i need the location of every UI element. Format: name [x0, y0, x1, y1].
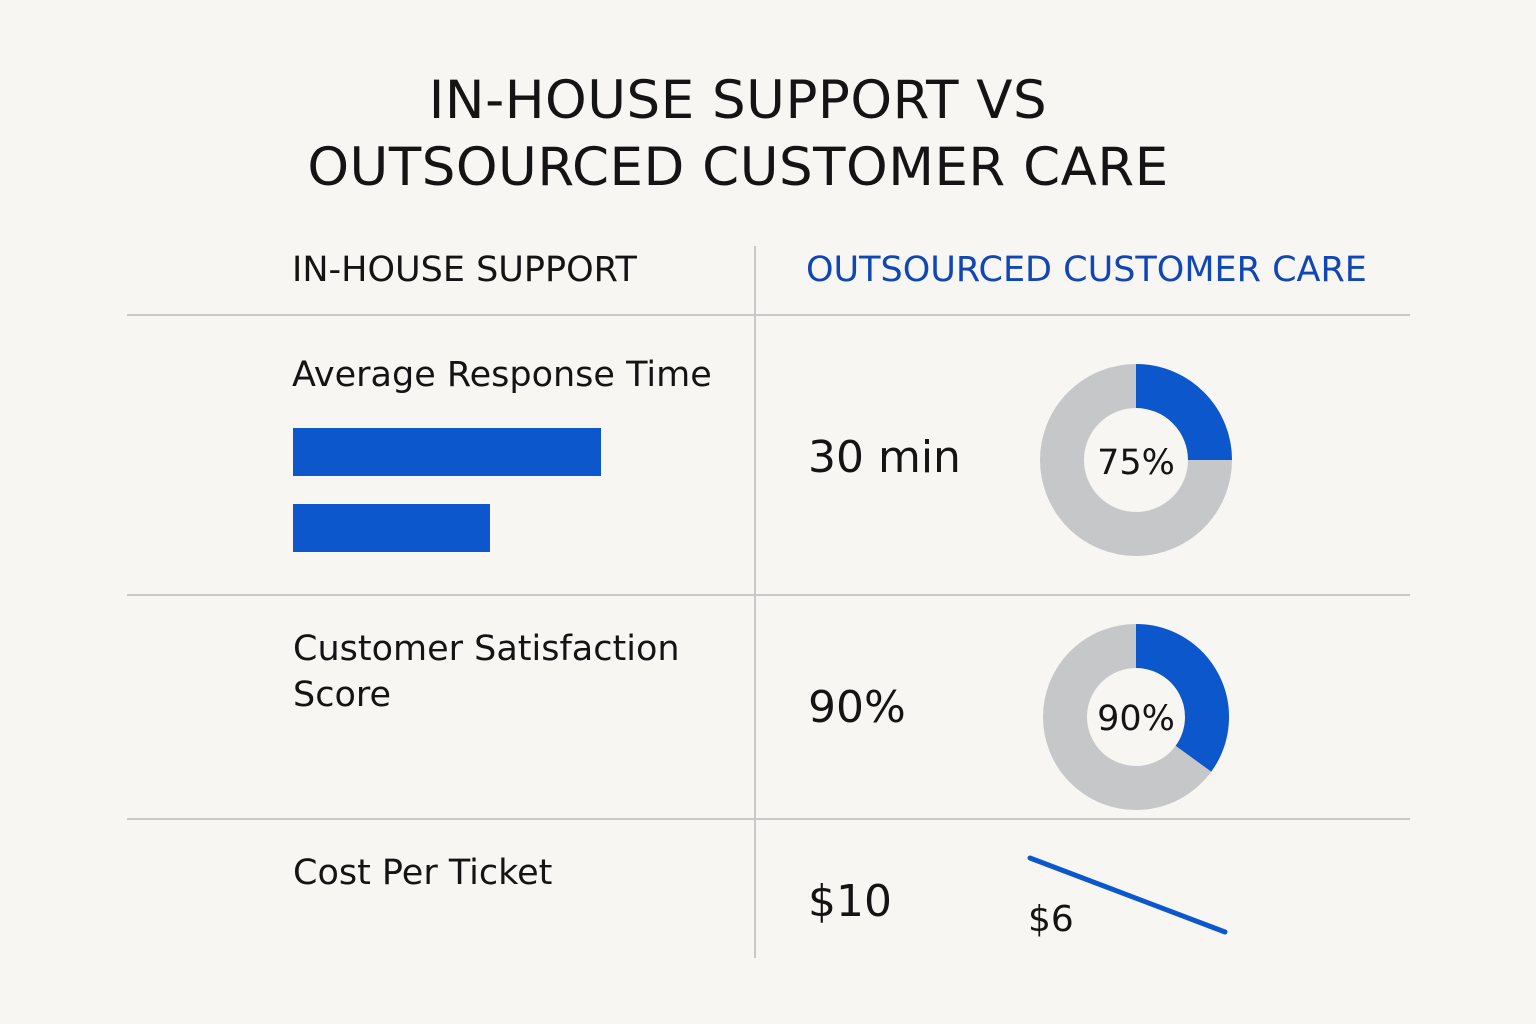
satisfaction-donut-arc: [1135, 624, 1229, 772]
metric-label-cost: Cost Per Ticket: [293, 853, 553, 893]
column-header-in-house: IN-HOUSE SUPPORT: [292, 250, 637, 290]
chart-title-line-1: IN-HOUSE SUPPORT VS: [428, 70, 1048, 131]
outsourced-satisfaction-value: 90%: [808, 682, 906, 733]
row-divider-header: [127, 314, 1410, 316]
cost-trend-label: $6: [1028, 899, 1074, 940]
column-header-outsourced: OUTSOURCED CUSTOMER CARE: [806, 250, 1367, 290]
response-time-donut: 75%: [1040, 364, 1232, 556]
chart-title-line-2: OUTSOURCED CUSTOMER CARE: [307, 137, 1169, 198]
cost-trend-segment: [1027, 855, 1228, 935]
satisfaction-donut: 90%: [1043, 624, 1229, 810]
in-house-response-bar-1: [293, 428, 601, 476]
in-house-response-bar-2: [293, 504, 491, 552]
outsourced-response-value: 30 min: [808, 432, 961, 483]
outsourced-cost-value: $10: [808, 876, 892, 927]
metric-label-satisfaction: Customer Satisfaction Score: [293, 629, 680, 715]
cost-trend-line: [1027, 855, 1228, 935]
response-donut-label: 75%: [1097, 443, 1175, 483]
row-divider-1: [127, 594, 1410, 596]
metric-label-response-time: Average Response Time: [292, 355, 712, 395]
row-divider-2: [127, 818, 1410, 820]
satisfaction-donut-label: 90%: [1097, 699, 1175, 739]
response-donut-arc: [1135, 364, 1232, 461]
column-divider: [754, 246, 756, 958]
